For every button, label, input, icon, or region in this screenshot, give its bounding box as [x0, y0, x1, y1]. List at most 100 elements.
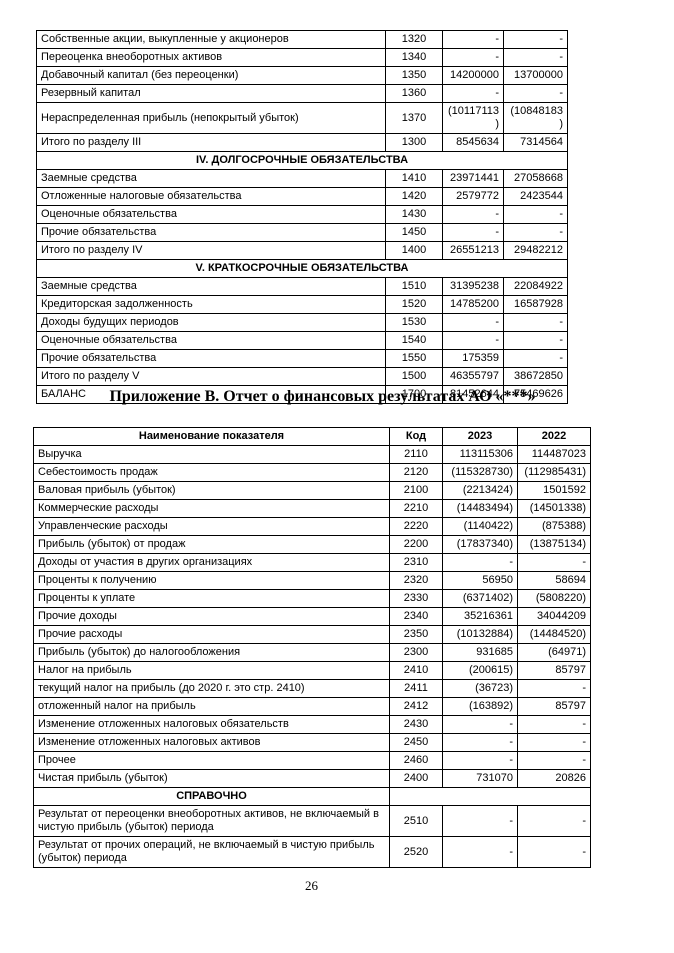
section-header-cell: IV. ДОЛГОСРОЧНЫЕ ОБЯЗАТЕЛЬСТВА — [36, 151, 568, 170]
row-label-cell: Отложенные налоговые обязательства — [36, 187, 386, 206]
row-value-2022-cell: - — [503, 84, 568, 103]
row-value-2023-cell: 23971441 — [442, 169, 504, 188]
income-statement-table: Наименование показателя Код 2023 2022 Вы… — [33, 427, 591, 868]
row-value-2022-cell: 20826 — [517, 769, 591, 788]
row-value-2023-cell: 56950 — [442, 571, 518, 590]
row-label-cell: Прибыль (убыток) до налогообложения — [33, 643, 390, 662]
row-label-cell: Прочие доходы — [33, 607, 390, 626]
row-value-2022-cell: - — [503, 331, 568, 350]
table-row: Оценочные обязательства 1430- - — [36, 205, 568, 224]
row-label-cell: Прочие обязательства — [36, 223, 386, 242]
row-value-2023-cell: 46355797 — [442, 367, 504, 386]
row-code-cell: 2100 — [389, 481, 443, 500]
row-label-cell: Добавочный капитал (без переоценки) — [36, 66, 386, 85]
row-value-2022-cell: 2423544 — [503, 187, 568, 206]
section-row: IV. ДОЛГОСРОЧНЫЕ ОБЯЗАТЕЛЬСТВА — [36, 151, 568, 170]
row-label-cell: Себестоимость продаж — [33, 463, 390, 482]
row-value-2022-cell: - — [503, 223, 568, 242]
row-value-2023-cell: - — [442, 313, 504, 332]
row-value-2023-cell: (2213424) — [442, 481, 518, 500]
row-label-cell: Прочие обязательства — [36, 349, 386, 368]
row-label-cell: Итого по разделу III — [36, 133, 386, 152]
row-value-2023-cell: (115328730) — [442, 463, 518, 482]
table-row: Себестоимость продаж 2120 (115328730) (1129… — [33, 463, 591, 482]
table-row: отложенный налог на прибыль 2412 (163892) 8… — [33, 697, 591, 716]
table-row: Переоценка внеоборотных активов 1340- - — [36, 48, 568, 67]
row-code-cell: 1550 — [385, 349, 443, 368]
row-value-2022-cell: (10848183) — [503, 102, 568, 134]
row-code-cell: 2460 — [389, 751, 443, 770]
row-code-cell: 1450 — [385, 223, 443, 242]
row-code-cell: 2120 — [389, 463, 443, 482]
row-value-2023-cell: (1140422) — [442, 517, 518, 536]
row-value-2022-cell: 22084922 — [503, 277, 568, 296]
row-code-cell: 1340 — [385, 48, 443, 67]
row-code-cell: 1350 — [385, 66, 443, 85]
row-value-2023-cell: (10117113) — [442, 102, 504, 134]
row-label-cell: Изменение отложенных налоговых обязатель… — [33, 715, 390, 734]
table-row: Добавочный капитал (без переоценки) 1350 1… — [36, 66, 568, 85]
table-row: Прибыль (убыток) от продаж 2200 (17837340)… — [33, 535, 591, 554]
row-value-2023-cell: 26551213 — [442, 241, 504, 260]
row-value-2023-cell: 81452644 — [442, 385, 504, 404]
income-statement-header-row: Наименование показателя Код 2023 2022 — [33, 427, 591, 446]
row-value-2022-cell: (14484520) — [517, 625, 591, 644]
row-code-cell: 2310 — [389, 553, 443, 572]
row-value-2023-cell: (14483494) — [442, 499, 518, 518]
row-label-cell: Доходы будущих периодов — [36, 313, 386, 332]
row-code-cell: 2200 — [389, 535, 443, 554]
table-row: Изменение отложенных налоговых активов 24… — [33, 733, 591, 752]
table-row: Коммерческие расходы 2210 (14483494) (14501… — [33, 499, 591, 518]
row-value-2023-cell: 731070 — [442, 769, 518, 788]
row-value-2022-cell: - — [517, 805, 591, 837]
row-value-2023-cell: - — [442, 715, 518, 734]
row-value-2022-cell: (5808220) — [517, 589, 591, 608]
row-code-cell: 2411 — [389, 679, 443, 698]
income-statement-rows: Выручка 2110 113115306 114487023 Себестоимос… — [33, 445, 591, 868]
row-value-2023-cell: - — [442, 733, 518, 752]
row-code-cell: 2320 — [389, 571, 443, 590]
section-row: V. КРАТКОСРОЧНЫЕ ОБЯЗАТЕЛЬСТВА — [36, 259, 568, 278]
table-row: Результат от прочих операций, не включае… — [33, 836, 591, 868]
table-row: Собственные акции, выкупленные у акционе… — [36, 30, 568, 49]
row-label-cell: Доходы от участия в других организациях — [33, 553, 390, 572]
table-row: Прочее 2460- - — [33, 751, 591, 770]
table-row: Итого по разделу V 1500 46355797 38672850 — [36, 367, 568, 386]
row-value-2023-cell: 14785200 — [442, 295, 504, 314]
row-label-cell: Заемные средства — [36, 277, 386, 296]
header-code: Код — [389, 427, 443, 446]
row-label-cell: Заемные средства — [36, 169, 386, 188]
row-value-2023-cell: 113115306 — [442, 445, 518, 464]
row-code-cell: 1300 — [385, 133, 443, 152]
row-code-cell: 1370 — [385, 102, 443, 134]
row-value-2022-cell: - — [503, 30, 568, 49]
table-row: Итого по разделу IV 1400 26551213 29482212 — [36, 241, 568, 260]
row-value-2023-cell: - — [442, 751, 518, 770]
row-code-cell: 1320 — [385, 30, 443, 49]
row-code-cell: 2210 — [389, 499, 443, 518]
row-value-2022-cell: - — [517, 715, 591, 734]
row-label-cell: Управленческие расходы — [33, 517, 390, 536]
row-value-2022-cell: 85797 — [517, 697, 591, 716]
row-code-cell: 1360 — [385, 84, 443, 103]
row-code-cell: 2350 — [389, 625, 443, 644]
table-row: Налог на прибыль 2410 (200615) 85797 — [33, 661, 591, 680]
row-value-2023-cell: - — [442, 205, 504, 224]
table-row: Проценты к уплате 2330 (6371402) (5808220) — [33, 589, 591, 608]
row-label-cell: Коммерческие расходы — [33, 499, 390, 518]
row-code-cell: 1520 — [385, 295, 443, 314]
row-label-cell: Собственные акции, выкупленные у акционе… — [36, 30, 386, 49]
table-row: Доходы будущих периодов 1530- - — [36, 313, 568, 332]
table-row: Прочие доходы 2340 35216361 34044209 — [33, 607, 591, 626]
row-value-2022-cell: - — [503, 349, 568, 368]
row-value-2023-cell: 31395238 — [442, 277, 504, 296]
row-value-2022-cell: - — [517, 553, 591, 572]
row-label-cell: Переоценка внеоборотных активов — [36, 48, 386, 67]
header-year-2023: 2023 — [442, 427, 518, 446]
row-code-cell: 1500 — [385, 367, 443, 386]
row-label-cell: Проценты к получению — [33, 571, 390, 590]
row-code-cell: 1510 — [385, 277, 443, 296]
table-row: Заемные средства 1410 23971441 27058668 — [36, 169, 568, 188]
table-row: Прочие обязательства 1550 175359- — [36, 349, 568, 368]
row-value-2023-cell: 931685 — [442, 643, 518, 662]
